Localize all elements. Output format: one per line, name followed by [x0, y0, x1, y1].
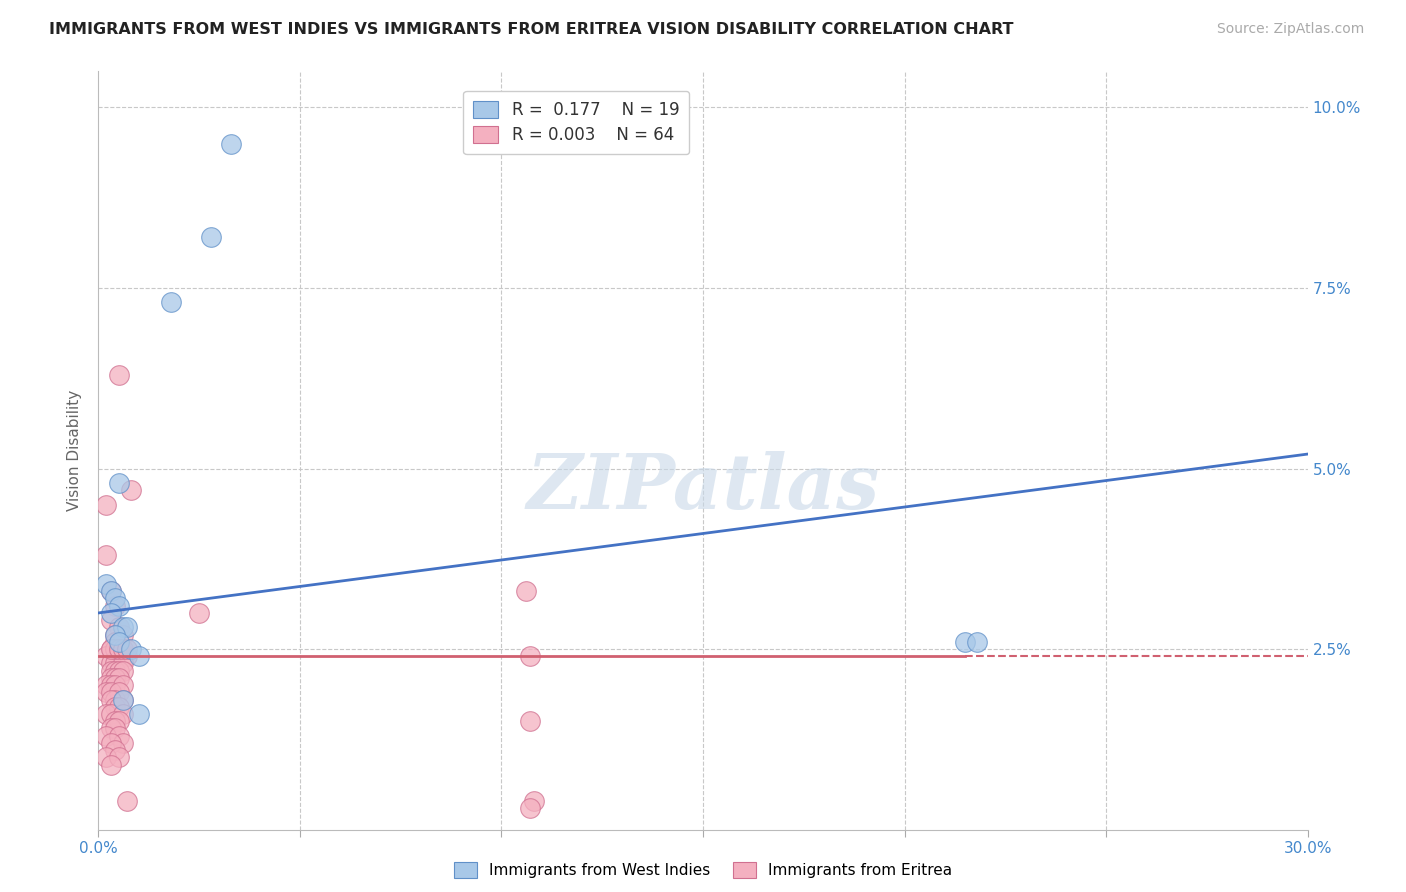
Point	[103, 664, 125, 678]
Point	[519, 801, 541, 815]
Point	[160, 295, 183, 310]
Point	[221, 136, 243, 151]
Point	[107, 729, 129, 743]
Point	[100, 613, 122, 627]
Point	[103, 714, 125, 729]
Text: IMMIGRANTS FROM WEST INDIES VS IMMIGRANTS FROM ERITREA VISION DISABILITY CORRELA: IMMIGRANTS FROM WEST INDIES VS IMMIGRANT…	[49, 22, 1014, 37]
Point	[188, 606, 211, 620]
Point	[111, 692, 134, 706]
Point	[111, 642, 134, 657]
Point	[107, 750, 129, 764]
Point	[100, 678, 122, 692]
Point	[100, 642, 122, 657]
Point	[107, 664, 129, 678]
Point	[100, 685, 122, 699]
Point	[111, 692, 134, 706]
Legend: Immigrants from West Indies, Immigrants from Eritrea: Immigrants from West Indies, Immigrants …	[447, 856, 959, 884]
Point	[200, 230, 222, 244]
Point	[523, 794, 546, 808]
Point	[111, 678, 134, 692]
Point	[103, 722, 125, 736]
Point	[111, 627, 134, 641]
Point	[107, 642, 129, 657]
Point	[115, 649, 138, 664]
Point	[96, 548, 118, 562]
Point	[107, 642, 129, 657]
Point	[103, 635, 125, 649]
Point	[103, 699, 125, 714]
Point	[103, 591, 125, 606]
Point	[103, 743, 125, 757]
Point	[100, 606, 122, 620]
Point	[107, 699, 129, 714]
Point	[103, 627, 125, 641]
Point	[107, 635, 129, 649]
Point	[107, 685, 129, 699]
Point	[519, 649, 541, 664]
Point	[107, 368, 129, 382]
Point	[96, 577, 118, 591]
Point	[519, 714, 541, 729]
Text: Source: ZipAtlas.com: Source: ZipAtlas.com	[1216, 22, 1364, 37]
Text: ZIPatlas: ZIPatlas	[526, 451, 880, 525]
Point	[96, 678, 118, 692]
Point	[115, 642, 138, 657]
Point	[103, 627, 125, 641]
Point	[107, 714, 129, 729]
Point	[96, 685, 118, 699]
Point	[100, 671, 122, 685]
Point	[111, 664, 134, 678]
Point	[111, 620, 134, 634]
Point	[100, 584, 122, 599]
Legend: R =  0.177    N = 19, R = 0.003    N = 64: R = 0.177 N = 19, R = 0.003 N = 64	[464, 91, 689, 154]
Point	[120, 483, 142, 498]
Point	[115, 794, 138, 808]
Point	[100, 736, 122, 750]
Point	[100, 584, 122, 599]
Point	[128, 706, 150, 721]
Point	[111, 657, 134, 671]
Y-axis label: Vision Disability: Vision Disability	[67, 390, 83, 511]
Point	[96, 498, 118, 512]
Point	[100, 706, 122, 721]
Point	[103, 657, 125, 671]
Point	[100, 664, 122, 678]
Point	[96, 750, 118, 764]
Point	[100, 757, 122, 772]
Point	[96, 706, 118, 721]
Point	[103, 599, 125, 613]
Point	[128, 649, 150, 664]
Point	[103, 642, 125, 657]
Point	[100, 722, 122, 736]
Point	[107, 599, 129, 613]
Point	[107, 671, 129, 685]
Point	[515, 584, 537, 599]
Point	[111, 706, 134, 721]
Point	[115, 620, 138, 634]
Point	[100, 657, 122, 671]
Point	[100, 692, 122, 706]
Point	[103, 671, 125, 685]
Point	[107, 620, 129, 634]
Point	[120, 642, 142, 657]
Point	[100, 642, 122, 657]
Point	[96, 649, 118, 664]
Point	[96, 729, 118, 743]
Point	[103, 692, 125, 706]
Point	[103, 678, 125, 692]
Point	[107, 475, 129, 490]
Point	[953, 635, 976, 649]
Point	[111, 736, 134, 750]
Point	[966, 635, 988, 649]
